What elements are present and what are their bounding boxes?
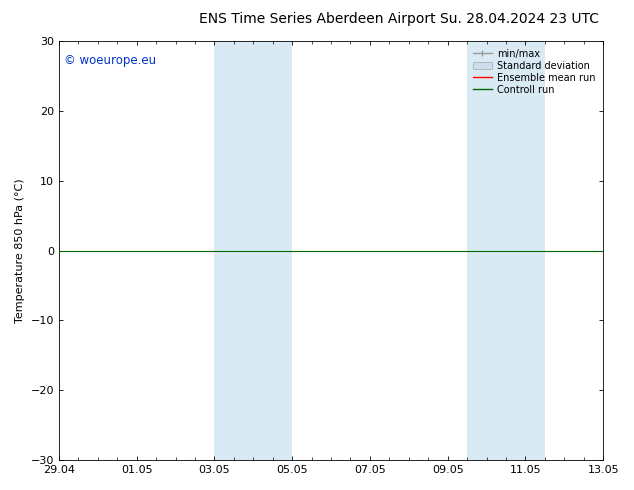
Text: Su. 28.04.2024 23 UTC: Su. 28.04.2024 23 UTC	[441, 12, 599, 26]
Y-axis label: Temperature 850 hPa (°C): Temperature 850 hPa (°C)	[15, 178, 25, 323]
Bar	[467, 41, 545, 460]
Bar	[214, 41, 292, 460]
Text: ENS Time Series Aberdeen Airport: ENS Time Series Aberdeen Airport	[198, 12, 436, 26]
Text: © woeurope.eu: © woeurope.eu	[65, 53, 157, 67]
Legend: min/max, Standard deviation, Ensemble mean run, Controll run: min/max, Standard deviation, Ensemble me…	[470, 46, 598, 98]
